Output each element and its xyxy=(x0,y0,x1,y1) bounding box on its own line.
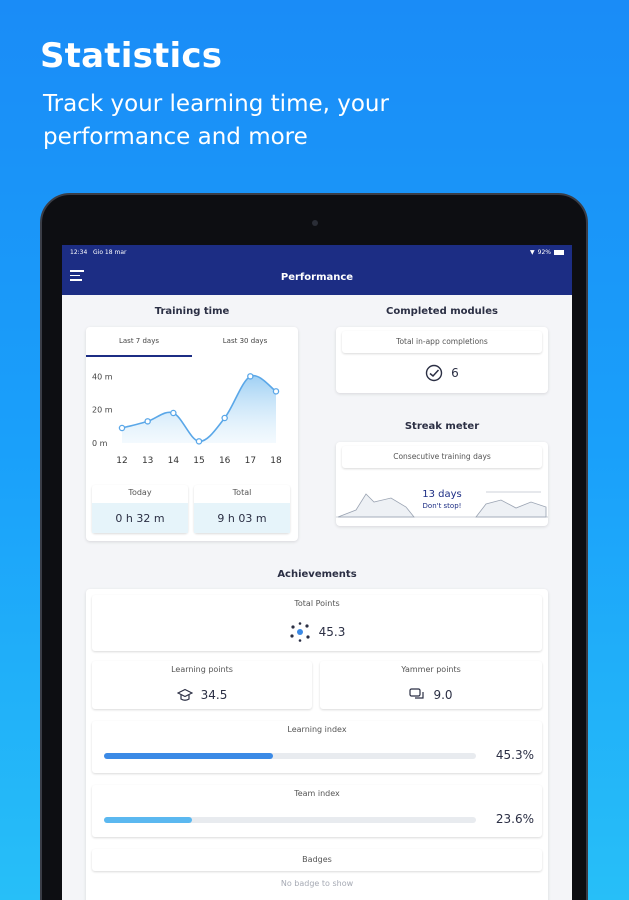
y-tick-label: 20 m xyxy=(92,406,113,415)
chart-point xyxy=(221,414,228,422)
team-index-value: 23.6% xyxy=(495,812,534,826)
check-circle-icon xyxy=(425,364,443,382)
learning-points-value: 34.5 xyxy=(200,688,228,702)
status-battery: 92% xyxy=(537,248,551,256)
team-index-label: Team index xyxy=(294,789,340,798)
today-label: Today xyxy=(128,488,152,497)
learning-index-box: Learning index xyxy=(92,721,542,773)
streak-label: Consecutive training days xyxy=(393,452,491,461)
learning-points-row: 34.5 xyxy=(92,683,312,707)
yammer-points-box: Yammer points xyxy=(320,661,542,709)
x-tick-label: 18 xyxy=(270,456,282,466)
points-constellation-icon xyxy=(290,622,310,642)
chart-point xyxy=(144,418,151,425)
status-bar: 12:34 Gio 18 mar ▼ 92% xyxy=(62,245,572,259)
chart-point xyxy=(247,373,254,380)
completed-modules-title: Completed modules xyxy=(386,306,498,317)
yammer-points-row: 9.0 xyxy=(320,683,542,707)
training-time-card: Last 7 days Last 30 days 40 m 20 m 0 m 12 13… xyxy=(86,327,298,541)
hamburger-menu-icon[interactable] xyxy=(70,270,84,282)
page-title: Performance xyxy=(280,271,354,283)
x-tick-label: 17 xyxy=(245,456,256,466)
yammer-points-value: 9.0 xyxy=(433,688,453,702)
status-date: Gio 18 mar xyxy=(93,248,127,256)
tab-last-30-days[interactable]: Last 30 days xyxy=(222,337,268,345)
team-index-box: Team index xyxy=(92,785,542,837)
chart-point xyxy=(195,438,203,445)
learning-index-fill xyxy=(104,753,273,759)
chart-point xyxy=(170,409,177,417)
camera-dot xyxy=(312,220,318,226)
chart-point xyxy=(118,424,126,432)
completions-label: Total in-app completions xyxy=(396,337,488,346)
hero-title: Statistics xyxy=(40,36,223,76)
badges-empty-text: No badge to show xyxy=(280,879,354,888)
total-points-value: 45.3 xyxy=(318,625,346,639)
achievements-title: Achievements xyxy=(277,569,357,580)
completions-row: 6 xyxy=(336,361,548,385)
achievements-card: Total Points 45.3 Learning points xyxy=(86,589,548,900)
y-tick-label: 40 m xyxy=(92,372,113,381)
yammer-points-label: Yammer points xyxy=(401,665,461,674)
tab-last-7-days[interactable]: Last 7 days xyxy=(86,327,192,357)
learning-index-value: 45.3% xyxy=(495,748,534,762)
streak-meter-title: Streak meter xyxy=(404,421,480,432)
team-index-fill xyxy=(104,817,192,823)
streak-meter-card: Consecutive training days 13 days Don't … xyxy=(336,442,548,526)
x-tick-label: 14 xyxy=(168,456,180,466)
app-screen: 12:34 Gio 18 mar ▼ 92% Performance Train… xyxy=(62,245,572,900)
learning-index-label: Learning index xyxy=(287,725,347,734)
today-value: 0 h 32 m xyxy=(92,503,188,533)
y-tick-label: 0 m xyxy=(92,439,108,448)
app-bar: Performance xyxy=(62,259,572,295)
completions-value: 6 xyxy=(451,366,459,380)
completed-modules-card: Total in-app completions 6 xyxy=(336,327,548,393)
streak-header: Consecutive training days xyxy=(342,446,542,468)
x-tick-label: 13 xyxy=(142,456,153,466)
learning-points-box: Learning points xyxy=(92,661,312,709)
team-index-bar xyxy=(104,817,476,823)
x-tick-label: 12 xyxy=(116,456,127,466)
wifi-icon: ▼ xyxy=(530,248,535,256)
badges-box: Badges xyxy=(92,849,542,871)
streak-days: 13 days xyxy=(422,489,462,500)
total-label: Total xyxy=(232,488,252,497)
chart-point xyxy=(272,388,280,395)
learning-index-bar xyxy=(104,753,476,759)
training-time-chart: 40 m 20 m 0 m 12 13 14 15 16 17 18 xyxy=(92,372,282,466)
x-tick-label: 16 xyxy=(219,456,231,466)
battery-icon xyxy=(554,249,564,255)
total-value: 9 h 03 m xyxy=(194,503,290,533)
training-tabs: Last 7 days Last 30 days xyxy=(86,327,298,357)
graduation-cap-icon xyxy=(176,688,193,701)
badges-label: Badges xyxy=(302,855,332,864)
chart-area xyxy=(122,375,276,443)
streak-illustration xyxy=(336,491,548,518)
x-tick-label: 15 xyxy=(193,456,204,466)
completions-header: Total in-app completions xyxy=(342,331,542,353)
learning-points-label: Learning points xyxy=(171,665,233,674)
total-points-row: 45.3 xyxy=(86,617,548,647)
hero-subtitle: Track your learning time, your performan… xyxy=(43,91,389,150)
tablet-frame: 12:34 Gio 18 mar ▼ 92% Performance Train… xyxy=(40,193,588,900)
chat-bubbles-icon xyxy=(409,688,425,699)
total-points-box: Total Points xyxy=(92,595,542,651)
streak-message: Don't stop! xyxy=(422,502,462,510)
total-points-label: Total Points xyxy=(294,599,340,608)
status-time: 12:34 xyxy=(70,248,88,256)
training-time-title: Training time xyxy=(154,306,230,317)
